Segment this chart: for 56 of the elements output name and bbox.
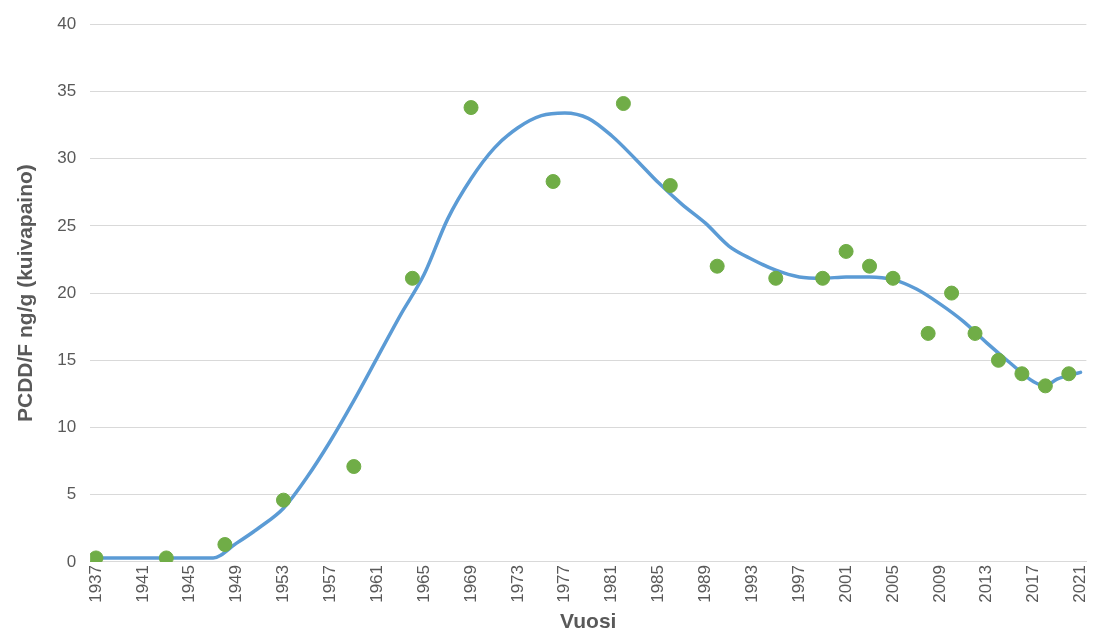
y-tick-label: 0 — [66, 551, 77, 571]
y-tick-label: 25 — [57, 215, 77, 235]
x-tick-label: 2001 — [835, 564, 855, 603]
x-tick-label: 1989 — [695, 564, 715, 603]
point — [90, 550, 104, 562]
x-tick-label: 1993 — [742, 564, 762, 603]
x-tick-label: 2009 — [929, 564, 949, 603]
point — [158, 550, 174, 562]
x-tick-label: 1985 — [648, 564, 668, 603]
point — [662, 178, 678, 194]
point — [885, 270, 901, 286]
x-tick-label: 1941 — [132, 564, 152, 603]
point — [768, 270, 784, 286]
point — [615, 96, 631, 112]
x-tick-label: 2021 — [1070, 564, 1090, 603]
point — [862, 258, 878, 274]
point — [1061, 366, 1077, 382]
x-tick-label: 1965 — [413, 564, 433, 603]
y-tick-label: 20 — [57, 282, 77, 302]
point — [463, 100, 479, 116]
point — [276, 492, 291, 508]
x-tick-label: 1973 — [507, 564, 527, 603]
x-tick-label: 2013 — [976, 564, 996, 603]
point — [217, 537, 233, 552]
point — [1014, 366, 1030, 382]
y-tick-label: 40 — [57, 13, 77, 33]
x-tick-label: 2017 — [1023, 564, 1043, 603]
y-tick-label: 30 — [57, 148, 77, 168]
y-tick-label: 15 — [57, 350, 77, 369]
y-axis-title: PCDD/F ng/g (kuivapaino) — [13, 164, 37, 423]
point — [1037, 378, 1053, 394]
y-tick-label: 10 — [57, 417, 77, 437]
point — [815, 270, 831, 286]
point — [967, 325, 983, 341]
x-tick-label: 1961 — [366, 564, 386, 603]
x-axis-title: Vuosi — [560, 609, 617, 633]
point — [920, 325, 936, 341]
x-tick-label: 1957 — [320, 564, 340, 603]
x-tick-label: 1945 — [179, 564, 199, 603]
point — [990, 352, 1006, 368]
point — [346, 459, 362, 475]
y-tick-label: 35 — [57, 81, 77, 101]
x-tick-label: 1949 — [226, 564, 246, 603]
point — [545, 174, 561, 189]
x-tick-label: 2005 — [882, 564, 902, 603]
x-tick-label: 1981 — [601, 564, 621, 603]
x-tick-label: 1969 — [460, 564, 480, 603]
y-tick-label: 5 — [66, 484, 77, 504]
point — [838, 243, 854, 259]
x-tick-label: 1977 — [554, 564, 574, 603]
point — [404, 270, 420, 286]
x-tick-label: 1953 — [273, 564, 293, 603]
point — [944, 285, 960, 301]
point — [709, 258, 725, 274]
x-tick-label: 1937 — [85, 564, 105, 603]
x-tick-label: 1997 — [788, 564, 808, 603]
